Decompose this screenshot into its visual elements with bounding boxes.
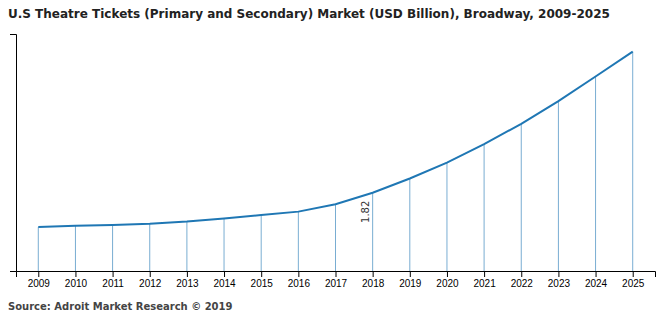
x-tick: 2023 [548,271,571,289]
x-tick: 2013 [176,271,199,289]
x-tick-label: 2009 [28,278,51,289]
x-tick-mark [150,271,151,277]
x-tick: 2024 [585,271,608,289]
stem [409,178,410,271]
y-axis [10,35,17,272]
x-tick: 2017 [325,271,348,289]
stem [38,227,39,271]
x-tick-label: 2025 [622,278,645,289]
x-tick: 2009 [28,271,51,289]
stem [558,101,559,271]
x-tick-mark [484,271,485,277]
x-tick-label: 2023 [548,278,571,289]
x-tick-label: 2012 [139,278,162,289]
x-tick-mark [187,271,188,277]
x-tick: 2015 [251,271,274,289]
x-axis: 2009 2010 2011 2012 2013 2014 2015 2016 2017 2018… [17,271,656,289]
x-tick-label: 2011 [102,278,124,289]
chart: U.S Theatre Tickets (Primary and Seconda… [0,0,671,317]
stem [112,225,113,271]
stem [446,163,447,271]
x-tick-mark [38,271,39,277]
stem [261,215,262,271]
x-tick-mark [298,271,299,277]
x-tick: 2020 [436,271,459,289]
x-tick-label: 2010 [65,278,88,289]
x-tick-label: 2019 [399,278,422,289]
x-tick: 2012 [139,271,162,289]
x-tick-mark [336,271,337,277]
x-tick: 2021 [473,271,496,289]
x-axis-line [17,272,656,278]
x-tick-mark [224,271,225,277]
title: U.S Theatre Tickets (Primary and Seconda… [8,7,610,21]
x-tick: 2019 [399,271,422,289]
x-tick: 2014 [213,271,236,289]
x-tick-mark [373,271,374,277]
stem [372,193,373,271]
x-tick: 2010 [65,271,88,289]
stem [484,144,485,271]
x-tick-mark [447,271,448,277]
marks [38,52,632,271]
stem [149,224,150,271]
x-tick: 2025 [622,271,645,289]
x-tick-mark [410,271,411,277]
x-tick-label: 2013 [176,278,199,289]
stem [224,219,225,271]
stem [521,124,522,271]
x-tick-mark [113,271,114,277]
stem [298,212,299,271]
stem [595,77,596,271]
x-tick-label: 2022 [511,278,534,289]
x-tick: 2022 [511,271,534,289]
annotation: 1.82 [360,201,371,223]
line [38,52,632,228]
source: Source: Adroit Market Research © 2019 [8,301,233,312]
y-axis-line [10,35,17,272]
x-tick-mark [261,271,262,277]
x-tick-label: 2015 [251,278,274,289]
x-tick-label: 2014 [213,278,236,289]
x-tick-mark [558,271,559,277]
stem [186,222,187,271]
x-tick-mark [596,271,597,277]
x-tick-label: 2017 [325,278,348,289]
x-tick: 2011 [102,271,124,289]
x-tick: 2016 [288,271,311,289]
x-tick-label: 2021 [473,278,496,289]
x-tick-label: 2024 [585,278,608,289]
stem [335,204,336,271]
x-tick-label: 2020 [436,278,459,289]
stem [75,226,76,271]
x-tick: 2018 [362,271,385,289]
plot: 2009 2010 2011 2012 2013 2014 2015 2016 2017 2018… [10,35,656,290]
x-tick-label: 2018 [362,278,385,289]
x-tick-label: 2016 [288,278,311,289]
x-tick-mark [75,271,76,277]
x-tick-mark [633,271,634,277]
stem [632,52,633,271]
x-tick-mark [521,271,522,277]
